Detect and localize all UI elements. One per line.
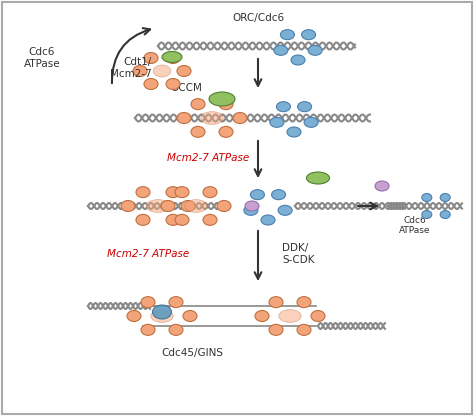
Ellipse shape: [298, 102, 311, 111]
Ellipse shape: [121, 201, 135, 211]
Ellipse shape: [375, 181, 389, 191]
Ellipse shape: [175, 187, 189, 198]
Ellipse shape: [261, 215, 275, 225]
Ellipse shape: [250, 190, 264, 200]
Text: Mcm2-7 ATPase: Mcm2-7 ATPase: [167, 153, 249, 163]
Ellipse shape: [177, 65, 191, 77]
Ellipse shape: [136, 187, 150, 198]
Ellipse shape: [255, 310, 269, 322]
Ellipse shape: [144, 52, 158, 64]
Ellipse shape: [169, 297, 183, 308]
Ellipse shape: [219, 99, 233, 110]
Text: Mcm2-7 ATPase: Mcm2-7 ATPase: [107, 249, 189, 259]
Ellipse shape: [141, 324, 155, 335]
Ellipse shape: [166, 214, 180, 225]
Ellipse shape: [272, 190, 285, 200]
Ellipse shape: [304, 117, 318, 127]
Text: DDK/
S-CDK: DDK/ S-CDK: [282, 243, 315, 265]
Ellipse shape: [311, 310, 325, 322]
Ellipse shape: [270, 117, 284, 127]
Ellipse shape: [287, 127, 301, 137]
Ellipse shape: [269, 324, 283, 335]
Ellipse shape: [269, 297, 283, 308]
Ellipse shape: [169, 324, 183, 335]
Ellipse shape: [276, 102, 291, 111]
Ellipse shape: [297, 297, 311, 308]
Ellipse shape: [217, 201, 231, 211]
Ellipse shape: [209, 92, 235, 106]
Ellipse shape: [153, 65, 171, 77]
Text: OCCM: OCCM: [170, 83, 202, 93]
Ellipse shape: [144, 79, 158, 89]
Ellipse shape: [274, 45, 288, 55]
Text: Cdc45/GINS: Cdc45/GINS: [161, 348, 223, 358]
Ellipse shape: [440, 193, 450, 201]
Ellipse shape: [153, 305, 172, 319]
Ellipse shape: [278, 206, 292, 215]
Ellipse shape: [175, 214, 189, 225]
Ellipse shape: [191, 99, 205, 110]
Ellipse shape: [185, 200, 207, 213]
Ellipse shape: [301, 30, 316, 40]
Ellipse shape: [166, 79, 180, 89]
Ellipse shape: [440, 210, 450, 218]
Ellipse shape: [291, 55, 305, 65]
Ellipse shape: [183, 310, 197, 322]
Text: Cdc6
ATPase: Cdc6 ATPase: [24, 47, 60, 69]
Ellipse shape: [279, 310, 301, 322]
Ellipse shape: [161, 201, 175, 211]
Ellipse shape: [177, 112, 191, 124]
Ellipse shape: [422, 193, 432, 201]
Ellipse shape: [166, 187, 180, 198]
Ellipse shape: [233, 112, 247, 124]
Ellipse shape: [308, 45, 322, 55]
Ellipse shape: [307, 172, 329, 184]
Ellipse shape: [203, 214, 217, 225]
Ellipse shape: [297, 324, 311, 335]
Ellipse shape: [133, 65, 147, 77]
Ellipse shape: [203, 187, 217, 198]
Ellipse shape: [166, 52, 180, 64]
Ellipse shape: [281, 30, 294, 40]
Text: Cdc6
ATPase: Cdc6 ATPase: [399, 216, 431, 235]
Ellipse shape: [219, 126, 233, 137]
Ellipse shape: [162, 52, 182, 62]
Ellipse shape: [136, 214, 150, 225]
Ellipse shape: [146, 200, 170, 213]
Ellipse shape: [127, 310, 141, 322]
Text: Cdt1/
Mcm2-7: Cdt1/ Mcm2-7: [110, 57, 152, 79]
Ellipse shape: [181, 201, 195, 211]
Ellipse shape: [151, 310, 173, 322]
Text: ORC/Cdc6: ORC/Cdc6: [232, 13, 284, 23]
Ellipse shape: [244, 206, 258, 215]
Ellipse shape: [422, 210, 432, 218]
Ellipse shape: [141, 297, 155, 308]
Ellipse shape: [245, 201, 259, 211]
Ellipse shape: [191, 126, 205, 137]
Ellipse shape: [201, 111, 223, 124]
